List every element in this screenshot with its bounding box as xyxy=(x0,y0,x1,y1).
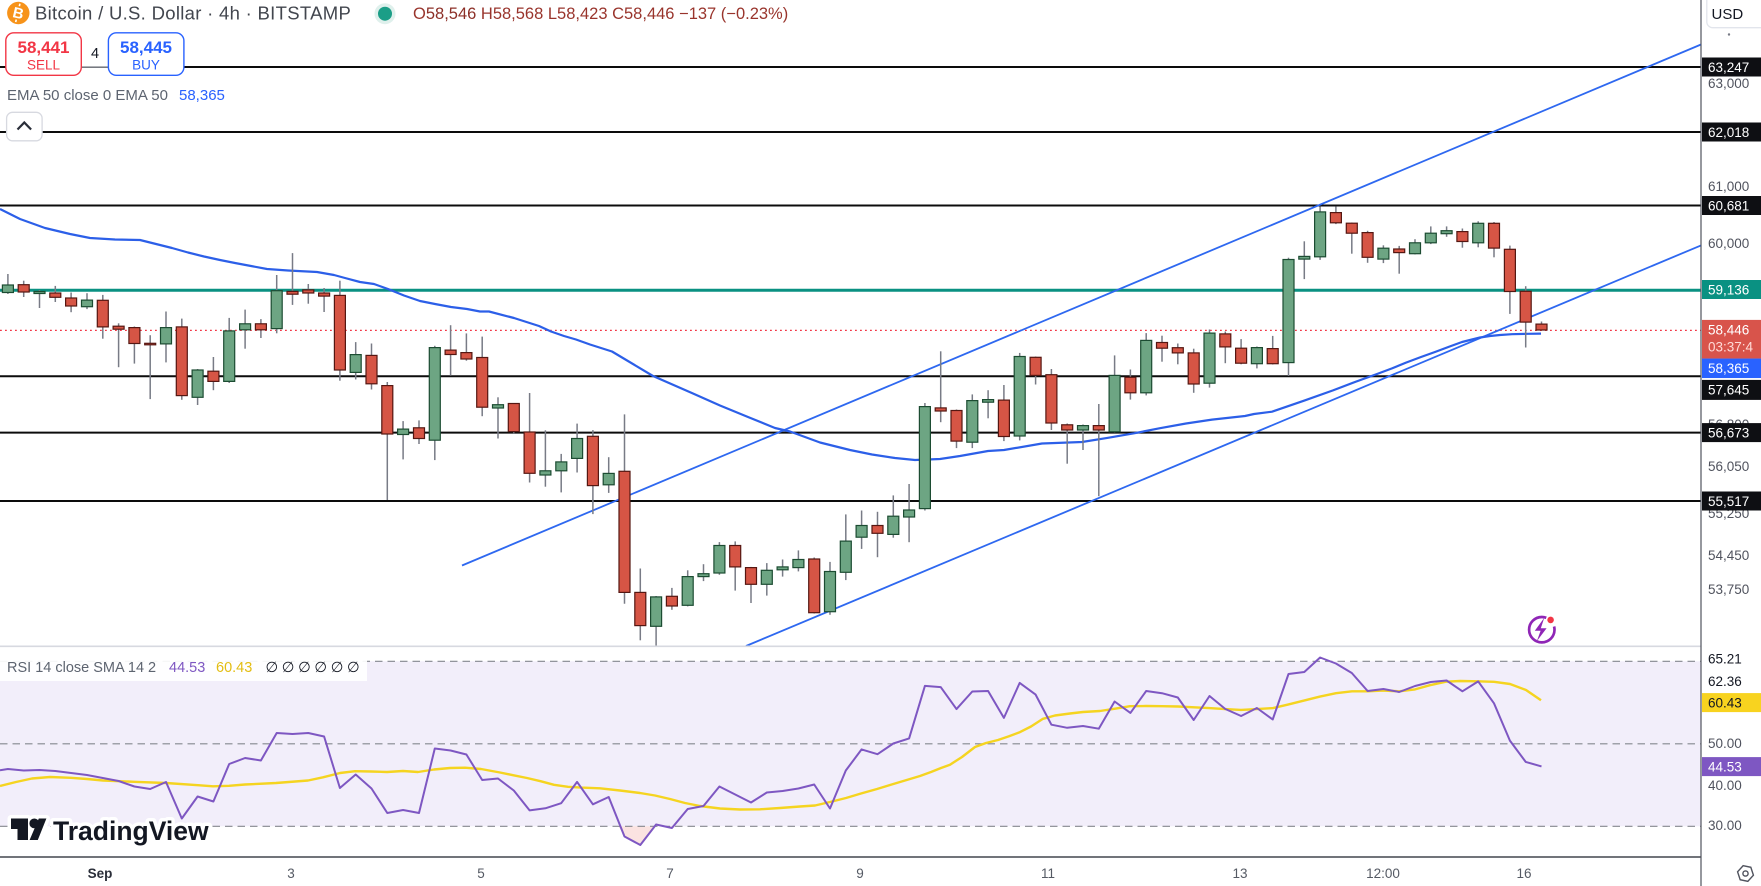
svg-text:∅: ∅ xyxy=(331,660,344,676)
svg-text:30.00: 30.00 xyxy=(1708,818,1742,833)
svg-text:∅: ∅ xyxy=(298,660,311,676)
svg-text:55,517: 55,517 xyxy=(1708,494,1749,509)
svg-text:58,445: 58,445 xyxy=(120,38,172,57)
svg-text:57,645: 57,645 xyxy=(1708,383,1749,398)
svg-text:BUY: BUY xyxy=(132,58,160,73)
svg-text:3: 3 xyxy=(287,866,295,881)
svg-text:56,050: 56,050 xyxy=(1708,459,1749,474)
svg-text:O58,546 H58,568 L58,423 C58: O58,546 H58,568 L58,423 C58,446 −137 (−0… xyxy=(413,5,788,23)
svg-text:63,247: 63,247 xyxy=(1708,60,1749,75)
svg-text:58,365: 58,365 xyxy=(1708,361,1749,376)
svg-text:13: 13 xyxy=(1232,866,1247,881)
svg-text:∅: ∅ xyxy=(282,660,295,676)
svg-text:4: 4 xyxy=(91,46,99,62)
svg-text:TradingView: TradingView xyxy=(53,816,209,846)
svg-text:56,673: 56,673 xyxy=(1708,425,1749,440)
svg-text:SELL: SELL xyxy=(27,58,61,73)
svg-text:50.00: 50.00 xyxy=(1708,736,1742,751)
svg-text:RSI 14 close SMA 14 2: RSI 14 close SMA 14 2 xyxy=(7,660,156,676)
svg-text:58,441: 58,441 xyxy=(18,38,70,57)
svg-text:60,681: 60,681 xyxy=(1708,198,1749,213)
svg-text:∅: ∅ xyxy=(314,660,327,676)
svg-text:5: 5 xyxy=(477,866,485,881)
svg-text:44.53: 44.53 xyxy=(169,660,205,676)
svg-text:63,000: 63,000 xyxy=(1708,76,1749,91)
svg-text:16: 16 xyxy=(1516,866,1531,881)
svg-text:60,000: 60,000 xyxy=(1708,236,1749,251)
svg-text:USD: USD xyxy=(1712,6,1744,23)
svg-text:B: B xyxy=(11,4,26,23)
svg-text:TradingView: TradingView xyxy=(53,816,209,846)
svg-text:44.53: 44.53 xyxy=(1708,759,1742,774)
svg-text:60.43: 60.43 xyxy=(216,660,252,676)
svg-text:58,446: 58,446 xyxy=(1708,323,1749,338)
svg-text:12:00: 12:00 xyxy=(1366,866,1400,881)
svg-text:EMA 50 close 0 EMA 50: EMA 50 close 0 EMA 50 xyxy=(7,87,168,104)
svg-text:Bitcoin / U.S. Dollar · 4h · B: Bitcoin / U.S. Dollar · 4h · BITSTAMP xyxy=(35,3,351,24)
svg-text:Sep: Sep xyxy=(88,866,113,881)
svg-text:9: 9 xyxy=(856,866,864,881)
svg-text:40.00: 40.00 xyxy=(1708,778,1742,793)
svg-text:65.21: 65.21 xyxy=(1708,652,1742,667)
svg-text:59,136: 59,136 xyxy=(1708,282,1749,297)
svg-text:62.36: 62.36 xyxy=(1708,674,1742,689)
svg-text:62,018: 62,018 xyxy=(1708,125,1749,140)
svg-text:03:37:4: 03:37:4 xyxy=(1708,340,1754,355)
svg-text:7: 7 xyxy=(666,866,674,881)
svg-text:60.43: 60.43 xyxy=(1708,695,1742,710)
svg-text:11: 11 xyxy=(1041,866,1055,881)
svg-text:∅: ∅ xyxy=(266,660,279,676)
svg-text:58,365: 58,365 xyxy=(179,87,225,104)
svg-text:∅: ∅ xyxy=(347,660,360,676)
svg-text:53,750: 53,750 xyxy=(1708,582,1749,597)
svg-text:61,000: 61,000 xyxy=(1708,179,1749,194)
svg-text:54,450: 54,450 xyxy=(1708,548,1749,563)
